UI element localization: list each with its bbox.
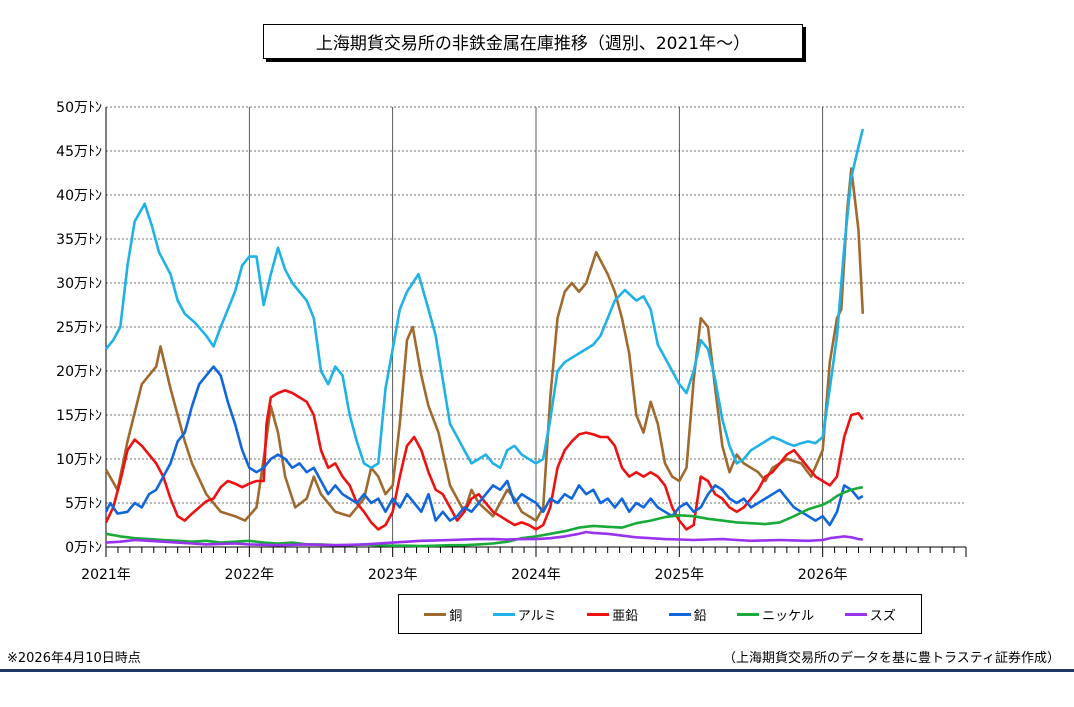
legend-swatch <box>587 612 610 616</box>
series-line-4 <box>105 485 864 548</box>
series-layer <box>104 128 865 548</box>
legend-item-2: 亜鉛 <box>587 605 638 624</box>
timestamp-note: ※2026年4月10日時点 <box>7 651 141 666</box>
y-tick-label: 40万ﾄﾝ <box>56 188 102 204</box>
y-tick-label: 10万ﾄﾝ <box>56 452 102 468</box>
legend-label: 亜鉛 <box>612 608 639 624</box>
y-tick-label: 5万ﾄﾝ <box>65 496 102 512</box>
legend-label: 鉛 <box>693 608 707 624</box>
x-tick-label: 2024年 <box>511 567 561 583</box>
series-line-0 <box>104 167 865 522</box>
label-layer: 0万ﾄﾝ 5万ﾄﾝ 10万ﾄﾝ 15万ﾄﾝ 20万ﾄﾝ 25万ﾄﾝ 30万ﾄﾝ 35万ﾄﾝ 40… <box>56 100 847 583</box>
legend-swatch <box>844 612 867 616</box>
legend-swatch <box>737 612 760 616</box>
source-note: （上海期貨交易所のデータを基に豊トラスティ証券作成） <box>723 651 1060 666</box>
legend-label: アルミ <box>517 608 557 624</box>
x-tick-label: 2026年 <box>798 567 848 583</box>
legend-item-1: アルミ <box>492 605 557 624</box>
footer-rule <box>0 669 1074 672</box>
series-line-5 <box>105 530 863 547</box>
y-tick-label: 15万ﾄﾝ <box>56 408 102 424</box>
x-tick-label: 2025年 <box>655 567 705 583</box>
legend-swatch <box>424 612 447 616</box>
series-line-1 <box>104 128 865 470</box>
chart-title-text: 上海期貨交易所の非鉄金属在庫推移（週別、2021年～） <box>315 34 751 54</box>
series-line-3 <box>104 365 864 527</box>
legend-swatch <box>668 612 691 616</box>
legend-item-4: ニッケル <box>737 605 814 624</box>
legend-label: スズ <box>869 608 896 624</box>
legend-item-3: 鉛 <box>668 605 707 624</box>
x-tick-label: 2021年 <box>81 567 131 583</box>
y-tick-label: 25万ﾄﾝ <box>56 320 102 336</box>
axis-layer <box>105 107 967 557</box>
legend-label: 銅 <box>449 608 463 624</box>
legend-swatch <box>492 612 515 616</box>
chart-legend: 銅 アルミ 亜鉛 鉛 ニッケル スズ <box>398 594 922 634</box>
y-tick-label: 35万ﾄﾝ <box>56 232 102 248</box>
legend-item-5: スズ <box>844 605 896 624</box>
legend-label: ニッケル <box>762 608 815 624</box>
y-tick-label: 45万ﾄﾝ <box>56 144 102 160</box>
x-tick-label: 2022年 <box>225 567 275 583</box>
y-tick-label: 30万ﾄﾝ <box>56 276 102 292</box>
x-tick-label: 2023年 <box>368 567 418 583</box>
y-tick-label: 0万ﾄﾝ <box>65 540 102 556</box>
y-tick-label: 50万ﾄﾝ <box>56 100 102 116</box>
legend-item-0: 銅 <box>424 605 462 624</box>
y-tick-label: 20万ﾄﾝ <box>56 364 102 380</box>
chart-title: 上海期貨交易所の非鉄金属在庫推移（週別、2021年～） <box>263 24 803 59</box>
